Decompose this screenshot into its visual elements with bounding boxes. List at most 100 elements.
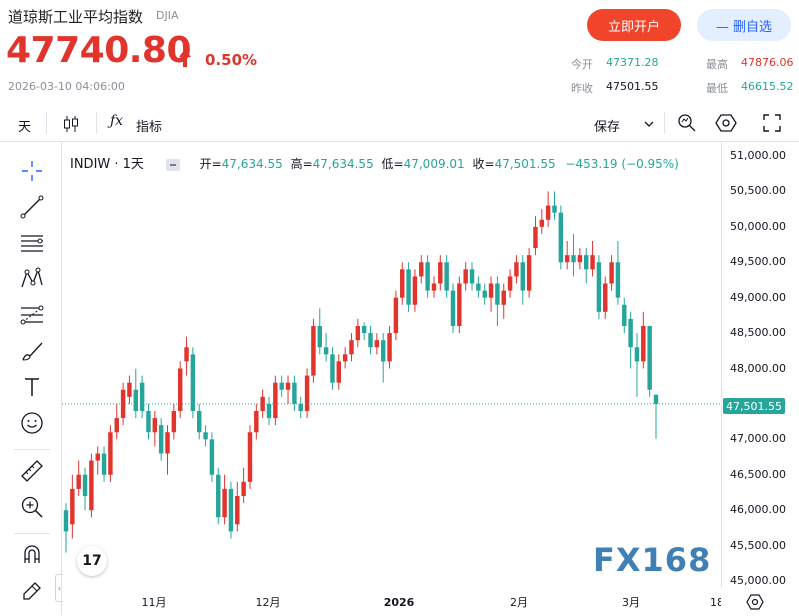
- text-icon[interactable]: [18, 373, 46, 401]
- candle-body: [323, 347, 329, 355]
- legend-change: −453.19 (−0.95%): [565, 157, 679, 171]
- candle-body: [526, 255, 532, 291]
- price-axis[interactable]: 51,000.00 50,500.00 50,000.00 49,500.00 49,0…: [721, 142, 799, 587]
- hide-legend-button[interactable]: [165, 158, 180, 171]
- time-tick-label: 2026: [384, 596, 415, 609]
- candle-body: [114, 418, 119, 433]
- interval-selector[interactable]: 天: [18, 120, 32, 135]
- legend-symbol[interactable]: INDIW · 1天: [70, 157, 144, 172]
- candle-body: [70, 488, 75, 525]
- price-tick-label: 48,000.00: [730, 361, 786, 375]
- legend-close-label: 收=: [472, 157, 495, 171]
- up-arrow-icon: [179, 49, 191, 67]
- candle-body: [469, 269, 475, 284]
- collapse-toolbar-button[interactable]: ‹: [55, 574, 63, 602]
- legend-high-value: 47,634.55: [312, 157, 374, 171]
- high-label: 最高: [706, 58, 728, 71]
- candle-body: [336, 361, 342, 383]
- candle-body: [82, 474, 88, 496]
- candle-body: [374, 340, 380, 348]
- low-label: 最低: [706, 82, 728, 95]
- candle-body: [419, 262, 424, 277]
- candle-body: [317, 326, 322, 348]
- candle-body: [260, 396, 265, 411]
- price-tick-label: 51,000.00: [730, 149, 786, 162]
- candle-body: [222, 488, 227, 518]
- candle-body: [450, 290, 456, 326]
- candle-body: [425, 262, 430, 291]
- candle-body: [406, 269, 411, 305]
- candle-body: [444, 262, 449, 291]
- candle-body: [438, 262, 443, 284]
- high-value: 47876.06: [741, 56, 794, 69]
- candle-body: [393, 297, 399, 334]
- candle-body: [361, 326, 367, 334]
- candle-body: [216, 474, 221, 518]
- candle-body: [583, 255, 589, 270]
- candle-body: [349, 340, 354, 355]
- candlestick-chart[interactable]: 11月 12月 2026 2月 3月 18: [62, 142, 721, 615]
- brush-icon[interactable]: [18, 337, 46, 365]
- emoji-icon[interactable]: [18, 409, 46, 437]
- price-tick-label: 50,500.00: [730, 184, 786, 198]
- fib-icon[interactable]: [18, 301, 46, 329]
- chart-toolbar: 天 ƒx 指标 保存: [0, 106, 799, 142]
- legend-open-value: 47,634.55: [221, 157, 283, 171]
- pattern-icon[interactable]: [18, 265, 46, 293]
- price-tick-label: 46,000.00: [730, 503, 786, 517]
- remove-watchlist-button[interactable]: — 删自选: [697, 9, 791, 41]
- candle-body: [501, 290, 506, 305]
- time-tick-label: 3月: [622, 596, 640, 609]
- lock-pencil-icon[interactable]: [18, 577, 46, 605]
- candle-body: [304, 375, 310, 411]
- last-price: 47740.80: [6, 30, 192, 71]
- time-tick-label: 11月: [142, 596, 167, 609]
- divider: [14, 533, 50, 534]
- candle-body: [590, 255, 595, 270]
- ruler-icon[interactable]: [18, 457, 46, 485]
- open-account-button[interactable]: 立即开户: [587, 9, 681, 41]
- candle-body: [412, 276, 418, 305]
- candle-body: [171, 411, 177, 433]
- candles-group: [63, 191, 659, 553]
- settings-icon[interactable]: [715, 113, 737, 133]
- legend-low-value: 47,009.01: [403, 157, 465, 171]
- save-button[interactable]: 保存: [594, 120, 621, 135]
- divider: [46, 112, 47, 134]
- candle-body: [197, 411, 202, 433]
- crosshair-icon[interactable]: [18, 157, 46, 185]
- price-tick-label: 48,500.00: [730, 326, 786, 340]
- divider: [96, 112, 97, 134]
- price-tick-label: 49,500.00: [730, 255, 786, 269]
- candle-body: [292, 382, 297, 404]
- fullscreen-icon[interactable]: [763, 114, 781, 132]
- prev-close-label: 昨收: [571, 82, 593, 95]
- chart-settings-button[interactable]: [745, 592, 765, 612]
- candle-body: [463, 269, 468, 284]
- candle-body: [76, 474, 81, 489]
- candle-body: [577, 255, 583, 263]
- fx168-watermark: FX168: [593, 541, 712, 579]
- magnet-icon[interactable]: [18, 541, 46, 569]
- price-tick-label: 47,000.00: [730, 432, 786, 446]
- candle-body: [108, 432, 113, 475]
- horizontal-lines-icon[interactable]: [18, 229, 46, 257]
- quick-search-icon[interactable]: [677, 113, 697, 133]
- candle-body: [482, 290, 487, 298]
- chevron-down-icon[interactable]: [644, 119, 654, 129]
- indicators-button[interactable]: 指标: [136, 120, 163, 135]
- candle-body: [552, 205, 557, 213]
- timestamp: 2026-03-10 04:06:00: [8, 80, 125, 93]
- divider: [14, 449, 50, 450]
- candle-body: [158, 425, 164, 454]
- open-label: 今开: [571, 58, 593, 71]
- candle-body: [457, 283, 462, 326]
- zoom-icon[interactable]: [18, 493, 46, 521]
- trend-line-icon[interactable]: [18, 193, 46, 221]
- time-tick-label: 12月: [256, 596, 281, 609]
- tradingview-logo[interactable]: 17: [77, 546, 107, 576]
- candle-body: [120, 389, 126, 419]
- candle-body: [488, 283, 494, 298]
- candle-body: [545, 205, 551, 220]
- candles-icon[interactable]: [62, 115, 80, 133]
